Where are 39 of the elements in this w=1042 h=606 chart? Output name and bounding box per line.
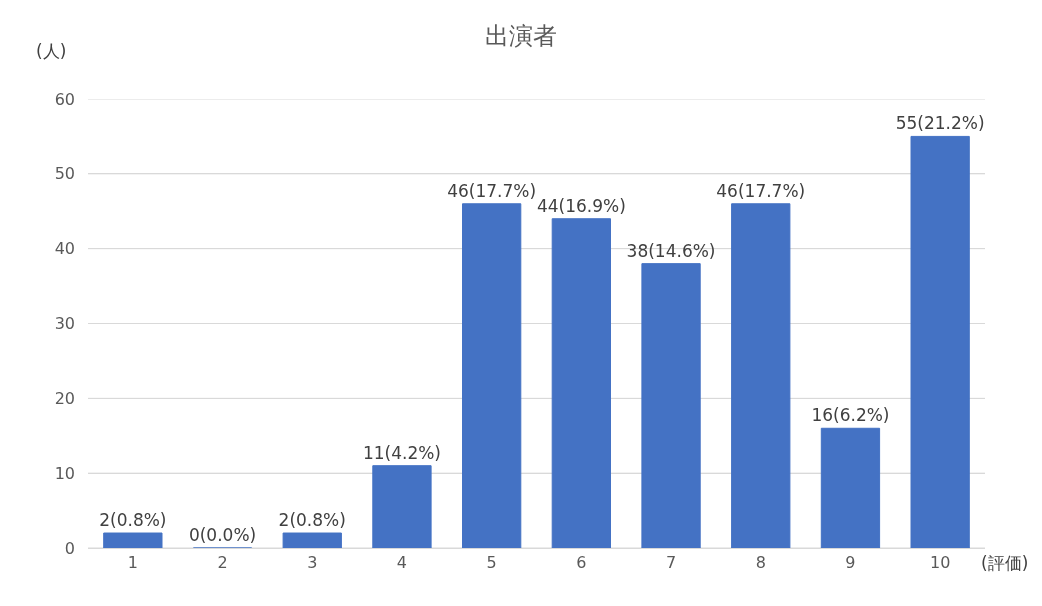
data-label: 16(6.2%) xyxy=(811,405,890,426)
x-tick-label: 3 xyxy=(307,553,318,573)
x-tick-label: 6 xyxy=(576,553,587,573)
x-tick-label: 10 xyxy=(929,553,951,573)
x-tick-label: 8 xyxy=(755,553,766,573)
x-tick-label: 9 xyxy=(845,553,856,573)
data-label: 2(0.8%) xyxy=(278,510,346,531)
x-tick-label: 1 xyxy=(127,553,138,573)
y-tick-label: 50 xyxy=(54,164,75,184)
bar xyxy=(282,532,342,548)
bar xyxy=(551,218,611,548)
y-tick-label: 60 xyxy=(54,89,75,109)
bar xyxy=(103,532,163,548)
y-tick-label: 0 xyxy=(64,538,75,558)
y-tick-label: 40 xyxy=(54,239,75,259)
data-label: 46(17.7%) xyxy=(716,180,806,201)
data-label: 38(14.6%) xyxy=(626,240,716,261)
x-tick-label: 4 xyxy=(396,553,408,573)
y-tick-label: 20 xyxy=(54,388,75,408)
data-label: 44(16.9%) xyxy=(536,195,626,216)
bar xyxy=(372,465,432,548)
x-tick-label: 5 xyxy=(486,553,497,573)
chart-title: 出演者 xyxy=(485,22,557,51)
data-label: 11(4.2%) xyxy=(362,442,441,463)
bar xyxy=(731,203,791,548)
data-label: 0(0.0%) xyxy=(188,525,257,545)
x-tick-label: 7 xyxy=(665,553,677,573)
data-label: 2(0.8%) xyxy=(99,510,167,531)
y-axis-title: (人) xyxy=(36,41,67,61)
data-label: 46(17.7%) xyxy=(447,180,537,201)
bar xyxy=(641,263,701,548)
bar xyxy=(910,135,970,548)
x-axis-title: (評価) xyxy=(981,553,1029,573)
y-tick-label: 30 xyxy=(54,314,75,334)
bar xyxy=(820,427,881,548)
data-label: 55(21.2%) xyxy=(895,113,985,134)
x-tick-label: 2 xyxy=(217,553,228,573)
y-tick-label: 10 xyxy=(54,463,75,483)
bar xyxy=(462,203,522,548)
